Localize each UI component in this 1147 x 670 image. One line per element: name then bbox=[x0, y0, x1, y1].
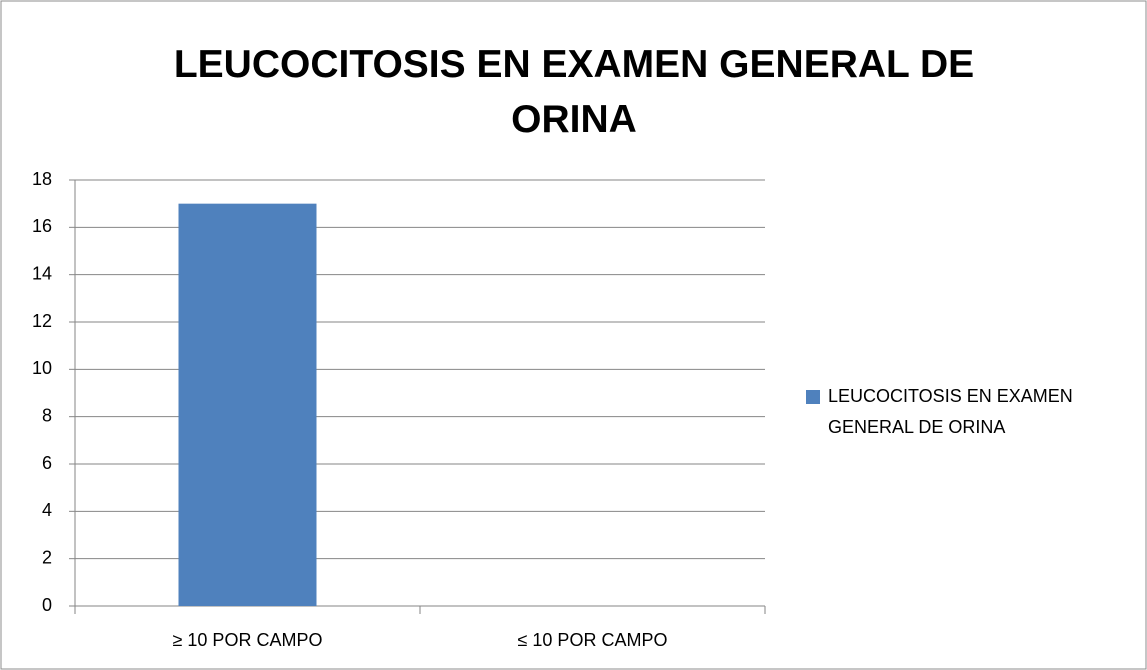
chart-title: LEUCOCITOSIS EN EXAMEN GENERAL DE ORINA bbox=[173, 43, 975, 141]
y-tick-label: 14 bbox=[32, 263, 52, 283]
y-tick-label: 6 bbox=[42, 453, 52, 473]
y-tick-label: 4 bbox=[42, 500, 52, 520]
x-tick-label: ≤ 10 POR CAMPO bbox=[518, 630, 668, 650]
y-tick-label: 12 bbox=[32, 311, 52, 331]
legend-label: LEUCOCITOSIS EN EXAMEN GENERAL DE ORINA bbox=[828, 386, 1073, 437]
y-tick-label: 0 bbox=[42, 595, 52, 615]
y-tick-label: 8 bbox=[42, 405, 52, 425]
y-tick-label: 2 bbox=[42, 547, 52, 567]
bar bbox=[178, 203, 317, 606]
y-tick-label: 10 bbox=[32, 358, 52, 378]
legend-swatch bbox=[806, 390, 820, 404]
y-tick-label: 16 bbox=[32, 216, 52, 236]
y-tick-label: 18 bbox=[32, 169, 52, 189]
x-tick-label: ≥ 10 POR CAMPO bbox=[173, 630, 323, 650]
